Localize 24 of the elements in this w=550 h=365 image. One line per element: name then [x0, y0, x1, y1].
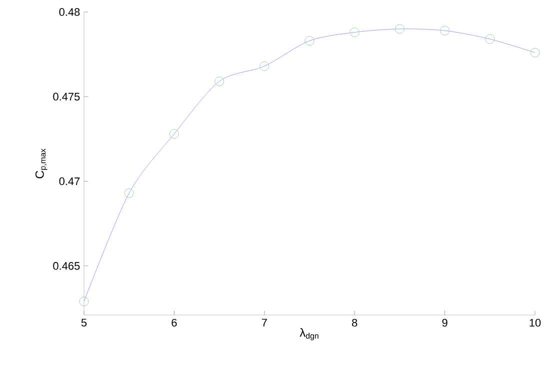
point [440, 26, 450, 36]
point [304, 36, 314, 46]
x-tick-label: 5 [81, 318, 87, 326]
y-tick-label: 0.47 [59, 177, 80, 186]
point [124, 188, 134, 198]
point [260, 61, 270, 71]
x-tick-label: 9 [442, 318, 448, 327]
x-tick-label: 8 [352, 318, 358, 327]
y-tick-label: 0.475 [53, 92, 80, 101]
point [350, 28, 360, 38]
x-axis-title: λ$_{dgn}$ [300, 328, 318, 340]
point [394, 24, 404, 34]
line-series [84, 28, 536, 302]
x-tick-label: 6 [172, 318, 177, 327]
x-tick-label: 10 [530, 318, 541, 327]
y-axis-title: C$_{p,max}$ [35, 148, 48, 178]
y-tick-label: 0.48 [59, 8, 80, 16]
point [214, 76, 224, 86]
x-tick-label: 7 [262, 318, 267, 326]
point [530, 48, 540, 58]
point [169, 129, 179, 139]
y-tick-label: 0.465 [53, 262, 80, 270]
point [485, 34, 495, 44]
point [79, 296, 89, 306]
